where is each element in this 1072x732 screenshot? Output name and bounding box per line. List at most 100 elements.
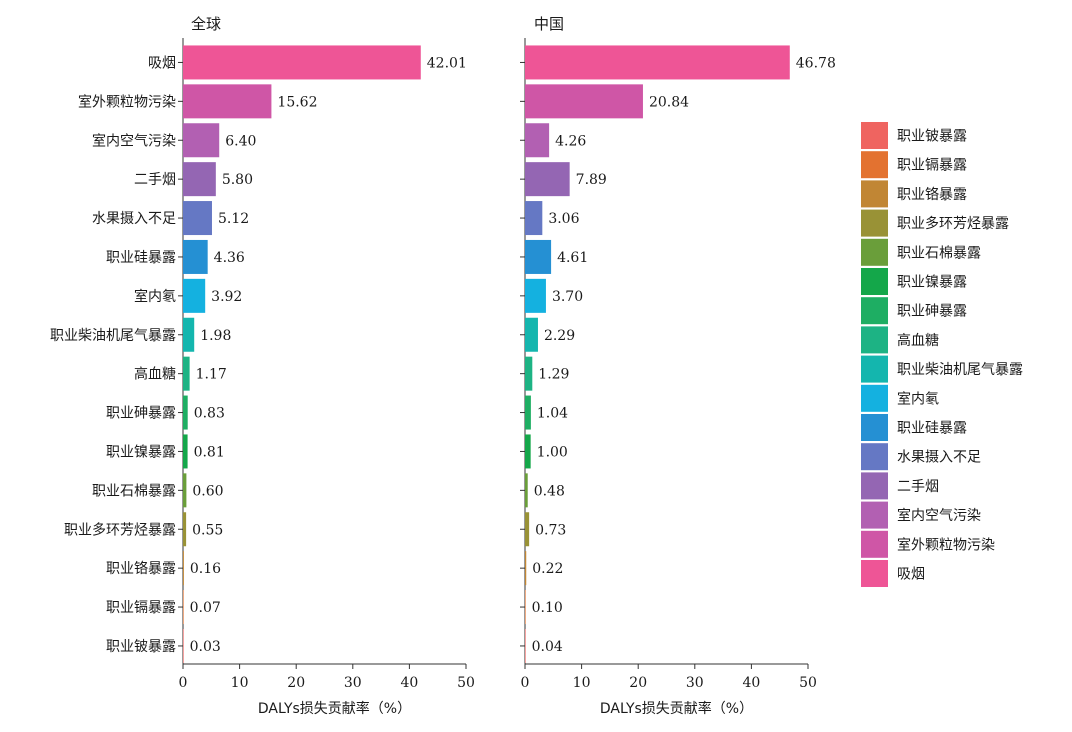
bar [183,512,187,547]
category-label: 职业石棉暴露 [92,482,176,499]
value-label: 0.22 [532,561,563,577]
bar [525,123,550,158]
value-label: 1.98 [200,328,231,344]
legend-swatch [861,209,888,237]
legend-label: 室内空气污染 [897,507,981,524]
bar [525,356,533,391]
x-tick-label: 50 [457,675,475,691]
bar [525,395,531,430]
category-label: 职业铍暴露 [106,639,176,655]
value-label: 1.00 [537,444,568,460]
legend-label: 职业石棉暴露 [897,244,981,261]
bar [183,84,272,119]
bar [525,278,546,313]
bar [525,551,527,586]
category-label: 职业镍暴露 [106,444,176,460]
value-label: 0.07 [190,600,221,616]
value-label: 0.48 [534,483,565,499]
category-label: 高血糖 [134,366,176,383]
value-label: 1.17 [196,367,227,383]
legend-swatch [861,414,888,441]
legend-label: 职业柴油机尾气暴露 [897,362,1023,378]
value-label: 3.70 [552,289,583,305]
bar [183,317,195,352]
category-label: 职业硅暴露 [106,250,176,266]
category-label: 职业镉暴露 [106,600,176,616]
bar [183,45,421,80]
x-tick-label: 30 [344,675,362,691]
bar [183,239,208,274]
bar [525,512,530,547]
bar [183,434,188,469]
bar [525,201,543,236]
legend-swatch [861,501,888,529]
value-label: 4.26 [555,133,586,149]
x-tick-label: 0 [179,675,188,691]
legend-label: 二手烟 [897,479,939,495]
value-label: 1.29 [538,367,569,383]
legend-swatch [861,530,888,558]
value-label: 15.62 [277,94,317,110]
legend-label: 职业多环芳烃暴露 [897,215,1009,232]
bar [525,473,528,508]
legend-label: 室内氡 [897,390,939,407]
bar [183,162,216,197]
value-label: 0.60 [192,483,223,499]
category-label: 吸烟 [148,55,176,71]
legend-swatch [861,151,888,179]
legend-swatch [861,472,888,500]
bar [183,278,206,313]
x-tick-label: 50 [799,675,817,691]
value-label: 1.04 [537,406,568,422]
legend-label: 职业铍暴露 [897,129,967,145]
bar [183,590,184,625]
bar [525,628,526,663]
value-label: 4.36 [214,250,245,266]
x-axis-title: DALYs损失贡献率（%） [258,700,411,717]
x-tick-label: 20 [629,675,647,691]
value-label: 5.12 [218,211,249,227]
x-tick-label: 40 [742,675,760,691]
x-tick-label: 40 [400,675,418,691]
value-label: 0.83 [194,406,225,422]
legend-label: 职业铬暴露 [897,187,967,203]
legend-swatch [861,443,888,471]
x-tick-label: 10 [231,675,249,691]
value-label: 0.04 [532,639,563,655]
legend-swatch [861,297,888,325]
legend-swatch [861,238,888,266]
legend-label: 职业镉暴露 [897,158,967,174]
legend-swatch [861,384,888,412]
bar [525,162,570,197]
value-label: 2.29 [544,328,575,344]
legend-swatch [861,355,888,383]
value-label: 20.84 [649,94,689,110]
legend-swatch [861,268,888,295]
panel-title: 中国 [534,15,564,33]
legend-label: 水果摄入不足 [897,450,981,466]
legend-label: 职业硅暴露 [897,421,967,437]
legend-label: 职业镍暴露 [897,275,967,291]
value-label: 6.40 [225,133,256,149]
bar [183,395,188,430]
legend-label: 吸烟 [897,567,925,583]
legend-label: 室外颗粒物污染 [897,536,995,553]
x-tick-label: 10 [573,675,591,691]
bar [183,628,184,663]
value-label: 3.06 [548,211,579,227]
value-label: 0.81 [194,444,225,460]
category-label: 室内氡 [134,288,176,305]
bar [525,45,790,80]
category-label: 二手烟 [134,172,176,188]
value-label: 46.78 [796,55,836,71]
bar [525,317,538,352]
bar [183,356,190,391]
value-label: 4.61 [557,250,588,266]
category-label: 职业柴油机尾气暴露 [50,328,176,344]
legend-label: 高血糖 [897,332,939,349]
panel-title: 全球 [191,15,221,33]
bar [525,239,552,274]
value-label: 7.89 [576,172,607,188]
legend-swatch [861,180,888,208]
